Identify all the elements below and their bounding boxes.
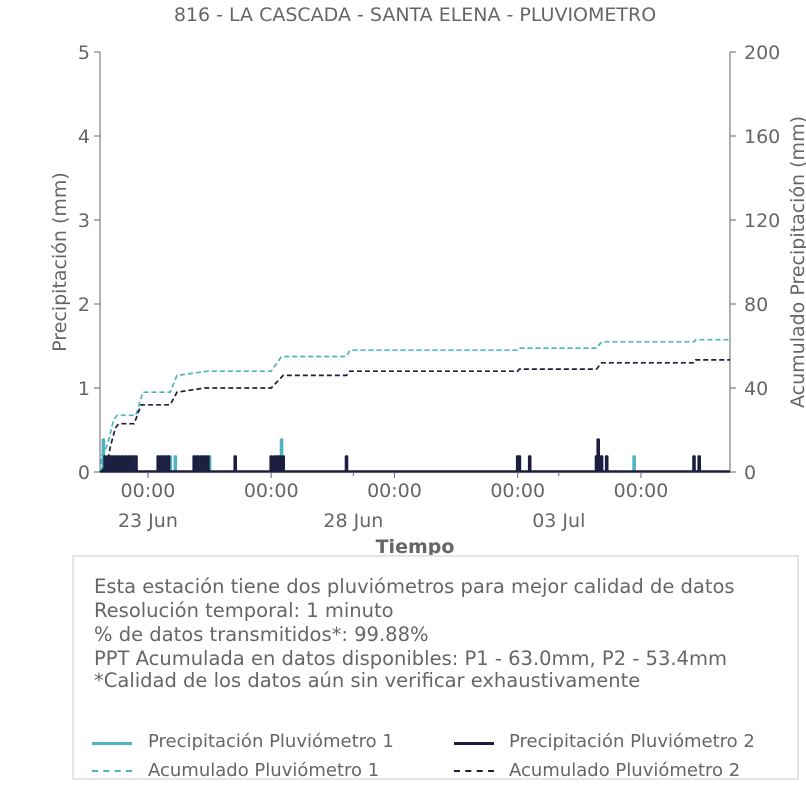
x-tick-label-1: 00:00 <box>244 480 299 502</box>
legend-label-p1-acum: Acumulado Pluviómetro 1 <box>148 760 380 781</box>
plot-area <box>99 52 731 473</box>
chart-title: 816 - LA CASCADA - SANTA ELENA - PLUVIOM… <box>174 4 656 26</box>
bar-series2-25 <box>344 455 349 472</box>
x-axis-label: Tiempo <box>376 536 455 558</box>
info-box: Esta estación tiene dos pluviómetros par… <box>72 555 799 781</box>
x-date-label-2: 03 Jul <box>532 510 585 532</box>
bar-series2-2 <box>110 455 114 472</box>
y-tick-label-0: 0 <box>78 462 90 484</box>
bar-series2-31 <box>599 455 604 472</box>
bar-series2-20 <box>269 455 273 472</box>
bar-series2-28 <box>527 455 532 472</box>
y-tick-label-2: 2 <box>78 294 90 316</box>
info-line-accumulated: PPT Acumulada en datos disponibles: P1 -… <box>94 647 727 670</box>
bar-series2-23 <box>278 455 282 472</box>
legend-swatch-p2-acum <box>454 770 494 772</box>
bar-series2-8 <box>130 455 135 472</box>
legend-label-p2-acum: Acumulado Pluviómetro 2 <box>509 760 741 781</box>
bar-series2-13 <box>166 455 171 472</box>
y-tick-label-3: 3 <box>78 210 90 232</box>
bar-series2-5 <box>120 455 125 472</box>
legend-label-p2-precip: Precipitación Pluviómetro 2 <box>509 731 755 752</box>
bar-series2-16 <box>199 455 203 472</box>
bar-series1-22 <box>632 455 636 472</box>
line-series3 <box>99 338 730 473</box>
x-date-label-0: 23 Jun <box>118 510 178 532</box>
bar-series2-18 <box>206 455 210 472</box>
bar-series2-1 <box>106 455 111 472</box>
bar-series2-12 <box>163 455 167 472</box>
y2-tick-label-3: 120 <box>744 210 780 232</box>
bar-series2-27 <box>517 455 522 472</box>
y-axis-label: Precipitación (mm) <box>49 172 71 352</box>
bar-series1-14 <box>173 455 178 472</box>
y-tick-label-1: 1 <box>78 378 90 400</box>
x-tick-label-4: 00:00 <box>614 480 669 502</box>
bar-series2-11 <box>159 455 164 472</box>
y2-tick-label-1: 40 <box>744 378 768 400</box>
info-line-transmitted: % de datos transmitidos*: 99.88% <box>94 623 429 646</box>
y-tick-label-4: 4 <box>78 126 90 148</box>
bar-series2-0 <box>103 455 107 472</box>
x-tick-label-0: 00:00 <box>121 480 176 502</box>
y2-tick-label-5: 200 <box>744 42 780 64</box>
bar-series2-7 <box>127 455 131 472</box>
legend-swatch-p2-precip <box>454 742 494 745</box>
y2-tick-label-0: 0 <box>744 462 756 484</box>
y2-tick-label-4: 160 <box>744 126 780 148</box>
bar-series2-15 <box>195 455 200 472</box>
x-date-label-1: 28 Jun <box>323 510 383 532</box>
bar-series2-32 <box>604 455 609 472</box>
bar-series2-19 <box>233 455 237 472</box>
bar-series2-34 <box>697 455 701 472</box>
bar-series2-4 <box>117 455 121 472</box>
bar-series2-6 <box>123 455 128 472</box>
precipitation-chart: 816 - LA CASCADA - SANTA ELENA - PLUVIOM… <box>49 4 806 558</box>
x-tick-label-3: 00:00 <box>490 480 545 502</box>
info-line-quality-note: *Calidad de los datos aún sin verificar … <box>94 669 641 692</box>
bar-series2-33 <box>692 455 696 472</box>
bar-series2-17 <box>202 455 207 472</box>
bar-series2-3 <box>113 455 118 472</box>
bar-series2-14 <box>192 455 196 472</box>
y2-tick-label-2: 80 <box>744 294 768 316</box>
legend-label-p1-precip: Precipitación Pluviómetro 1 <box>148 731 394 752</box>
line-series4 <box>99 359 730 473</box>
x-tick-label-2: 00:00 <box>367 480 422 502</box>
bar-series2-30 <box>596 438 600 472</box>
bar-series2-24 <box>281 455 285 472</box>
y2-axis-label: Acumulado Precipitación (mm) <box>787 116 806 408</box>
info-line-resolution: Resolución temporal: 1 minuto <box>94 599 394 622</box>
legend-swatch-p1-precip <box>92 742 132 745</box>
bar-series2-21 <box>272 455 277 472</box>
info-line-stations: Esta estación tiene dos pluviómetros par… <box>94 575 735 598</box>
series-marks <box>99 338 730 473</box>
bar-series2-10 <box>156 455 160 472</box>
y-tick-label-5: 5 <box>78 42 90 64</box>
bar-series2-9 <box>134 455 138 472</box>
legend-swatch-p1-acum <box>92 770 132 772</box>
axis-ticks: 0 1 2 3 4 5 0 40 80 120 160 200 00:00 00:00 00:00 00:00… <box>78 42 780 532</box>
